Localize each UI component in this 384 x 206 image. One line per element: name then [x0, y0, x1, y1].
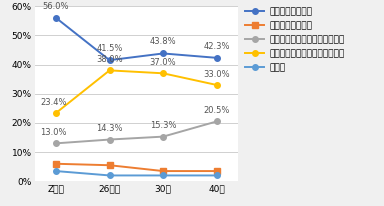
Legend: 一戸建て（購入）, 一戸建て（賃貸）, マンション・集合住宅（購入）, マンション・集合住宅（賃貸）, その他: 一戸建て（購入）, 一戸建て（賃貸）, マンション・集合住宅（購入）, マンショ…: [245, 7, 344, 72]
マンション・集合住宅（賃貸）: [54, 112, 58, 114]
マンション・集合住宅（購入）: [214, 120, 219, 123]
Text: 43.8%: 43.8%: [150, 37, 176, 46]
Text: 13.0%: 13.0%: [40, 128, 66, 137]
Text: 37.0%: 37.0%: [150, 58, 176, 67]
Line: マンション・集合住宅（購入）: マンション・集合住宅（購入）: [53, 119, 219, 146]
Text: 56.0%: 56.0%: [43, 2, 69, 11]
Text: 14.3%: 14.3%: [96, 124, 123, 133]
Line: 一戸建て（賃貸）: 一戸建て（賃貸）: [53, 161, 219, 174]
一戸建て（賃貸）: [214, 170, 219, 172]
マンション・集合住宅（賃貸）: [107, 69, 112, 72]
一戸建て（購入）: [161, 52, 166, 55]
Text: 33.0%: 33.0%: [204, 70, 230, 78]
Text: 42.3%: 42.3%: [204, 42, 230, 50]
Text: 15.3%: 15.3%: [150, 121, 176, 130]
その他: [161, 174, 166, 177]
その他: [54, 170, 58, 172]
Line: 一戸建て（購入）: 一戸建て（購入）: [53, 15, 219, 63]
Text: 38.0%: 38.0%: [96, 55, 123, 64]
マンション・集合住宅（購入）: [54, 142, 58, 145]
Line: その他: その他: [53, 168, 219, 178]
一戸建て（賃貸）: [54, 163, 58, 165]
マンション・集合住宅（賃貸）: [214, 84, 219, 86]
一戸建て（購入）: [54, 17, 58, 19]
Text: 41.5%: 41.5%: [96, 44, 123, 53]
一戸建て（賃貸）: [161, 170, 166, 172]
一戸建て（購入）: [214, 57, 219, 59]
その他: [214, 174, 219, 177]
一戸建て（賃貸）: [107, 164, 112, 166]
Text: 23.4%: 23.4%: [40, 98, 66, 107]
マンション・集合住宅（賃貸）: [161, 72, 166, 75]
その他: [107, 174, 112, 177]
マンション・集合住宅（購入）: [161, 135, 166, 138]
一戸建て（購入）: [107, 59, 112, 61]
マンション・集合住宅（購入）: [107, 138, 112, 141]
Line: マンション・集合住宅（賃貸）: マンション・集合住宅（賃貸）: [53, 68, 219, 116]
Text: 20.5%: 20.5%: [204, 106, 230, 115]
